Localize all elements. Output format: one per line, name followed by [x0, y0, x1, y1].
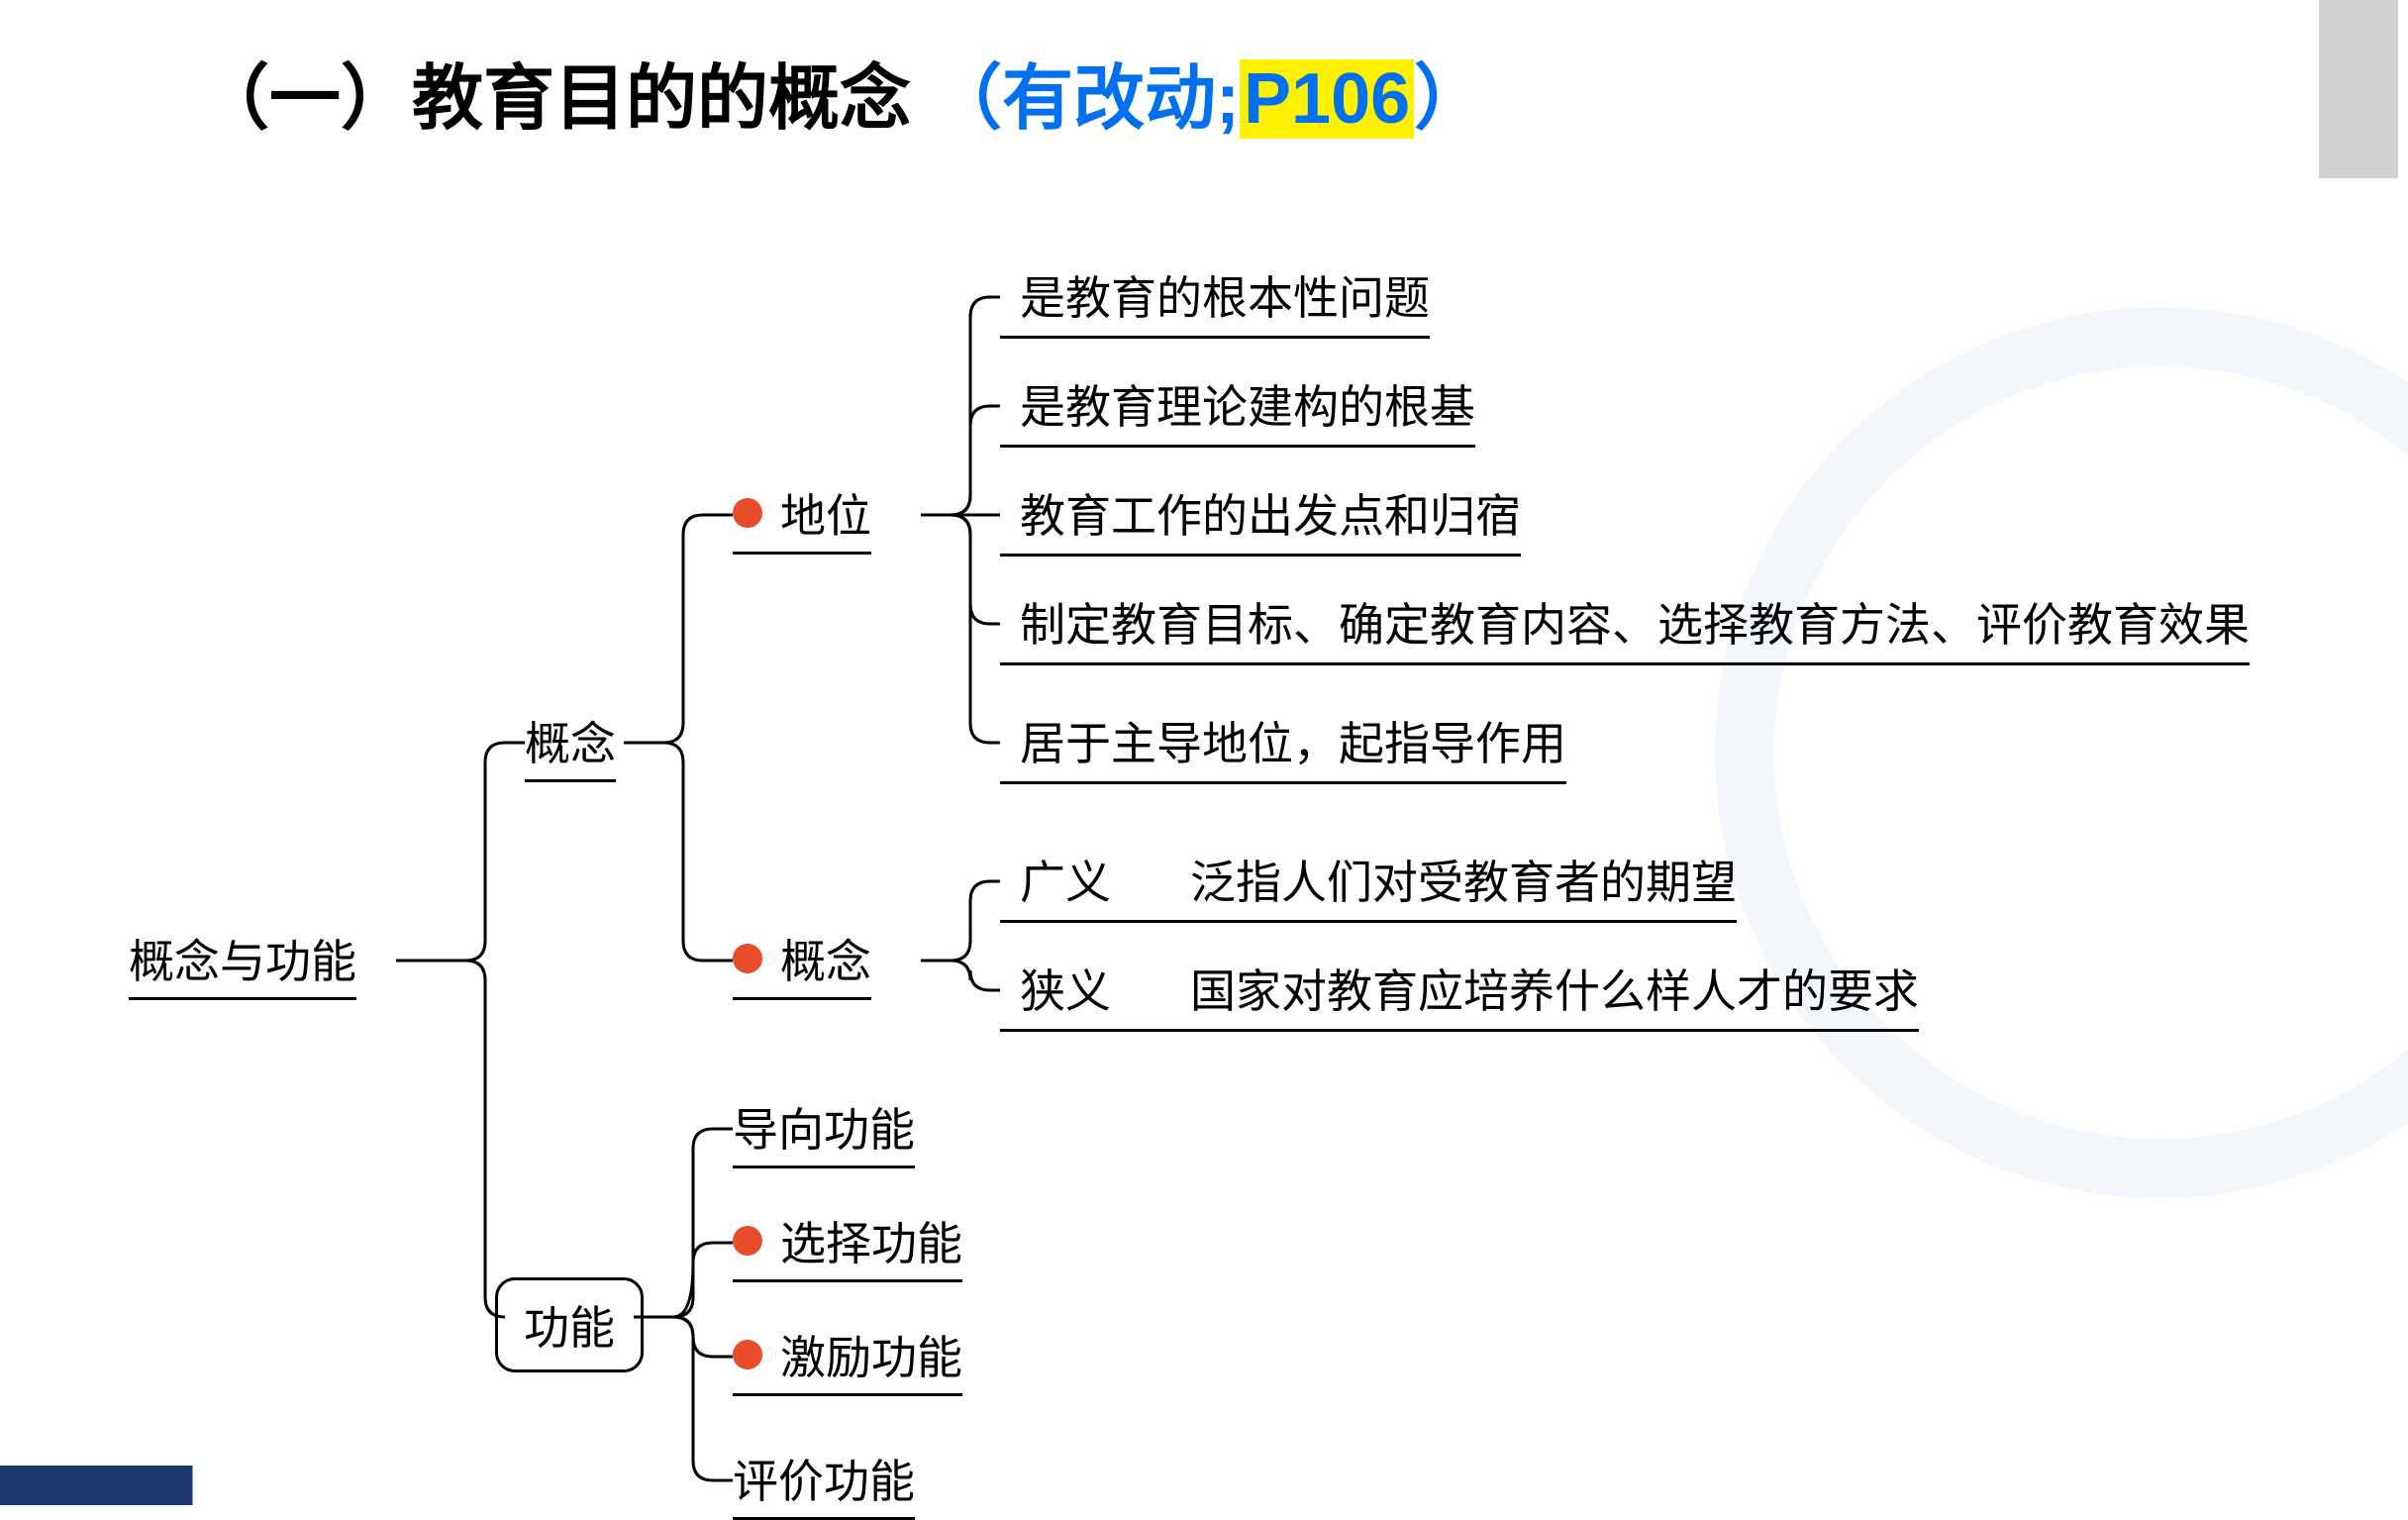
dot-icon	[733, 944, 762, 973]
func-guide-label: 导向功能	[733, 1094, 915, 1160]
level3-func-guide: 导向功能	[733, 1094, 915, 1168]
dot-icon	[733, 1226, 762, 1256]
title-main: （一）教育目的的概念	[198, 40, 911, 144]
level2-concept-label: 概念	[525, 708, 616, 773]
level2-concept: 概念	[525, 708, 616, 782]
leaf-foundation: 是教育理论建构的根基	[1000, 371, 1475, 448]
level3-func-select: 选择功能	[733, 1208, 962, 1282]
slide-title-row: （一）教育目的的概念 （有改动;P106）	[0, 40, 2408, 144]
level3-definition-label: 概念	[780, 926, 871, 991]
level3-definition: 概念	[733, 926, 871, 1000]
dot-icon	[733, 498, 762, 528]
leaf-narrow: 狭义 国家对教育应培养什么样人才的要求	[1000, 956, 1919, 1032]
level2-function: 功能	[495, 1277, 644, 1372]
dot-icon	[733, 1340, 762, 1369]
level3-position: 地位	[733, 480, 871, 555]
func-evaluate-label: 评价功能	[733, 1446, 915, 1511]
webcam-thumbnail	[2319, 0, 2398, 178]
root-label: 概念与功能	[129, 926, 356, 991]
note-prefix: （有改动;	[931, 59, 1240, 139]
leaf-start-end: 教育工作的出发点和归宿	[1000, 480, 1521, 557]
note-suffix: ）	[1414, 59, 1485, 139]
leaf-leading: 居于主导地位，起指导作用	[1000, 708, 1566, 784]
leaf-fundamental: 是教育的根本性问题	[1000, 262, 1430, 339]
leaf-broad: 广义 泛指人们对受教育者的期望	[1000, 847, 1737, 923]
level3-func-motivate: 激励功能	[733, 1322, 962, 1396]
level3-position-label: 地位	[780, 480, 871, 546]
func-motivate-label: 激励功能	[780, 1322, 962, 1387]
level3-func-evaluate: 评价功能	[733, 1446, 915, 1520]
mindmap-container: 概念与功能 概念 功能 地位 概念 导向功能 选择功能 激励功能	[0, 213, 2408, 1520]
func-select-label: 选择功能	[780, 1208, 962, 1273]
root-node: 概念与功能	[129, 926, 356, 1000]
title-note: （有改动;P106）	[931, 40, 1485, 144]
note-highlight: P106	[1240, 59, 1414, 139]
level2-function-label: 功能	[524, 1292, 615, 1358]
leaf-formulate: 制定教育目标、确定教育内容、选择教育方法、评价教育效果	[1000, 589, 2250, 665]
slide-content: （一）教育目的的概念 （有改动;P106）	[0, 0, 2408, 1520]
